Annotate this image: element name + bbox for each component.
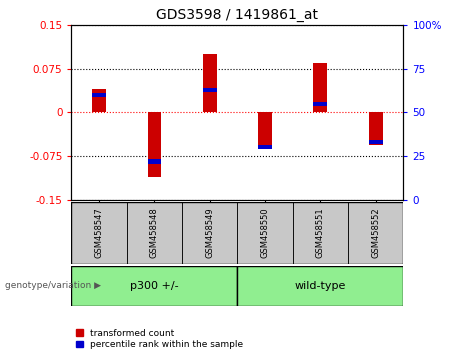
Bar: [369, 140, 383, 144]
Title: GDS3598 / 1419861_at: GDS3598 / 1419861_at: [156, 8, 319, 22]
Text: genotype/variation ▶: genotype/variation ▶: [5, 281, 100, 290]
Bar: [237, 266, 403, 306]
Bar: [203, 87, 217, 92]
Text: GSM458552: GSM458552: [371, 207, 380, 258]
Text: GSM458550: GSM458550: [260, 207, 270, 258]
Legend: transformed count, percentile rank within the sample: transformed count, percentile rank withi…: [76, 329, 243, 349]
Bar: [92, 89, 106, 113]
Bar: [258, 113, 272, 147]
Text: GSM458547: GSM458547: [95, 207, 104, 258]
Bar: [71, 266, 237, 306]
Bar: [71, 202, 127, 264]
Bar: [348, 202, 403, 264]
Bar: [92, 93, 106, 97]
Bar: [237, 202, 293, 264]
Bar: [293, 202, 348, 264]
Text: p300 +/-: p300 +/-: [130, 281, 179, 291]
Bar: [127, 202, 182, 264]
Bar: [313, 63, 327, 113]
Bar: [148, 113, 161, 177]
Bar: [258, 145, 272, 149]
Bar: [369, 113, 383, 144]
Bar: [182, 202, 237, 264]
Text: wild-type: wild-type: [295, 281, 346, 291]
Bar: [148, 159, 161, 164]
Text: GSM458549: GSM458549: [205, 207, 214, 258]
Bar: [313, 102, 327, 106]
Bar: [203, 54, 217, 113]
Text: GSM458551: GSM458551: [316, 207, 325, 258]
Text: GSM458548: GSM458548: [150, 207, 159, 258]
